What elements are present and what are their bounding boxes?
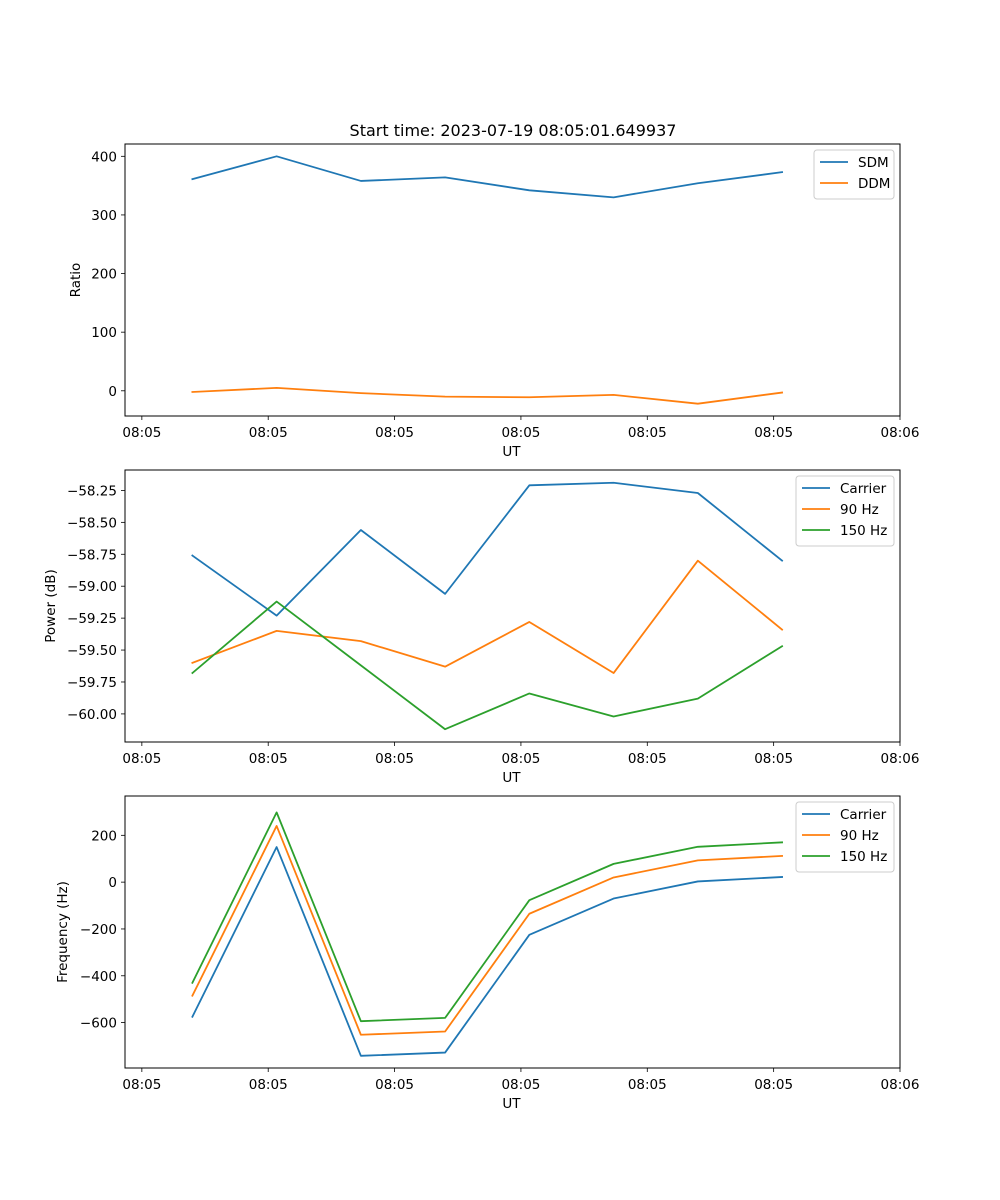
x-axis-label: UT — [502, 444, 521, 460]
x-tick-label: 08:06 — [881, 1077, 920, 1093]
axes-frame — [124, 143, 901, 417]
legend-label: 90 Hz — [840, 502, 879, 518]
y-axis-label: Power (dB) — [43, 569, 59, 642]
x-tick-label: 08:06 — [881, 751, 920, 767]
x-tick-label: 08:05 — [754, 425, 793, 441]
x-tick-label: 08:05 — [375, 1077, 414, 1093]
chart-title: Start time: 2023-07-19 08:05:01.649937 — [350, 121, 677, 140]
y-tick-label: −59.00 — [67, 579, 117, 595]
x-tick-label: 08:05 — [249, 1077, 288, 1093]
legend-label: 150 Hz — [840, 849, 887, 865]
x-tick-label: 08:06 — [881, 425, 920, 441]
x-tick-label: 08:05 — [122, 751, 161, 767]
y-tick-label: 200 — [91, 267, 117, 283]
y-tick-label: −60.00 — [67, 707, 117, 723]
y-tick-label: −59.75 — [67, 675, 117, 691]
y-tick-label: −58.75 — [67, 547, 117, 563]
x-tick-label: 08:05 — [501, 751, 540, 767]
y-tick-label: −59.25 — [67, 611, 117, 627]
series-line-90-hz — [191, 825, 784, 1036]
y-tick-label: 100 — [91, 325, 117, 341]
x-tick-label: 08:05 — [375, 425, 414, 441]
legend-box — [795, 475, 895, 547]
subplot-1: 08:05 08:05 08:05 08:05 08:05 08:05 08:06 0 100 2… — [68, 143, 920, 460]
legend-label: SDM — [858, 155, 889, 171]
y-tick-label: −400 — [80, 969, 117, 985]
y-axis-label: Frequency (Hz) — [55, 881, 71, 983]
y-tick-label: −59.50 — [67, 643, 117, 659]
axes-frame — [124, 469, 901, 743]
legend-box — [795, 801, 895, 873]
series-line-sdm — [191, 155, 784, 199]
legend-label: DDM — [858, 176, 890, 192]
y-tick-label: 400 — [91, 149, 117, 165]
x-tick-label: 08:05 — [501, 1077, 540, 1093]
series-line-ddm — [191, 386, 784, 405]
chart-panels: 08:05 08:05 08:05 08:05 08:05 08:05 08:06 0 100 2… — [43, 143, 920, 1112]
x-tick-label: 08:05 — [122, 425, 161, 441]
axes-frame — [124, 795, 901, 1069]
subplot-3: 08:05 08:05 08:05 08:05 08:05 08:05 08:06 −600 −… — [55, 795, 920, 1112]
legend-label: Carrier — [840, 481, 887, 497]
x-tick-label: 08:05 — [628, 751, 667, 767]
y-tick-label: 300 — [91, 208, 117, 224]
x-tick-label: 08:05 — [249, 751, 288, 767]
y-tick-label: 0 — [108, 384, 117, 400]
series-line-150-hz — [191, 600, 784, 731]
x-tick-label: 08:05 — [754, 1077, 793, 1093]
y-tick-label: −58.25 — [67, 483, 117, 499]
x-tick-label: 08:05 — [754, 751, 793, 767]
legend-label: 90 Hz — [840, 828, 879, 844]
legend: Carrier 90 Hz 150 Hz — [795, 475, 895, 547]
series-line-carrier — [191, 481, 784, 617]
series-line-150-hz — [191, 811, 784, 1023]
series-line-90-hz — [191, 559, 784, 674]
y-axis-label: Ratio — [68, 263, 84, 298]
x-tick-label: 08:05 — [122, 1077, 161, 1093]
legend: SDM DDM — [813, 149, 895, 200]
subplot-2: 08:05 08:05 08:05 08:05 08:05 08:05 08:06 −60.0… — [43, 469, 920, 786]
legend: Carrier 90 Hz 150 Hz — [795, 801, 895, 873]
y-tick-label: −58.50 — [67, 515, 117, 531]
y-tick-label: −600 — [80, 1016, 117, 1032]
y-tick-label: −200 — [80, 922, 117, 938]
x-axis-label: UT — [502, 1096, 521, 1112]
series-line-carrier — [191, 846, 784, 1057]
x-tick-label: 08:05 — [501, 425, 540, 441]
legend-label: Carrier — [840, 807, 887, 823]
x-tick-label: 08:05 — [628, 425, 667, 441]
x-axis-label: UT — [502, 770, 521, 786]
y-tick-label: 0 — [108, 875, 117, 891]
x-tick-label: 08:05 — [249, 425, 288, 441]
x-tick-label: 08:05 — [375, 751, 414, 767]
x-tick-label: 08:05 — [628, 1077, 667, 1093]
y-tick-label: 200 — [91, 828, 117, 844]
legend-label: 150 Hz — [840, 523, 887, 539]
